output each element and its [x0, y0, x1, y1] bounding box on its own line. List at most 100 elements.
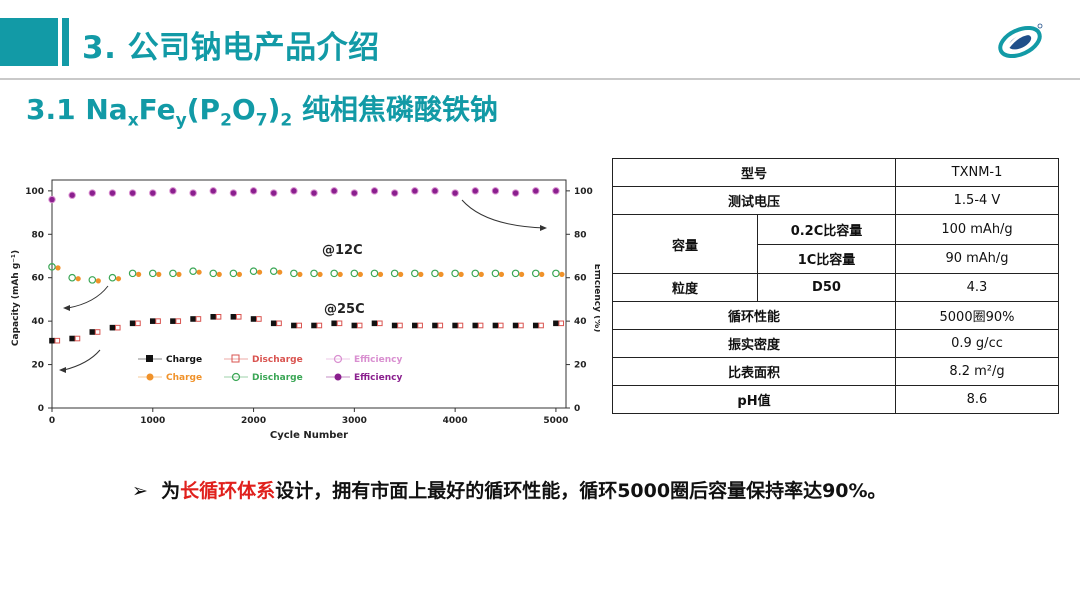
efficiency-point [229, 189, 238, 197]
charge-12c-point [458, 271, 464, 277]
table-row: 测试电压 1.5-4 V [612, 186, 1059, 215]
charge-12c-point [256, 269, 263, 275]
charge-25c-point [512, 322, 519, 329]
y-tick-label-right: 20 [574, 361, 587, 371]
discharge-25c-point [195, 316, 202, 322]
charge-12c-point [377, 271, 384, 277]
table-row: pH值 8.6 [612, 385, 1059, 414]
charge-25c-point [230, 314, 237, 320]
discharge-25c-point [477, 322, 484, 329]
charge-25c-point [149, 318, 156, 324]
subtitle-sub-x: x [127, 110, 139, 131]
discharge-25c-point [336, 320, 343, 327]
x-tick-label: 3000 [342, 416, 367, 426]
charge-12c-point [55, 265, 61, 271]
efficiency-point [511, 189, 520, 197]
efficiency-point [390, 189, 399, 197]
x-tick-label: 5000 [543, 416, 568, 426]
charge-25c-point [109, 324, 116, 331]
y-tick-label-left: 80 [31, 230, 44, 240]
table-value: 90 mAh/g [895, 243, 1059, 274]
legend-label: Discharge [252, 355, 303, 365]
discharge-25c-point [356, 322, 363, 329]
table-value: TXNM-1 [895, 158, 1059, 187]
legend-label: Charge [166, 355, 202, 365]
discharge-25c-point [417, 322, 423, 329]
discharge-12c-point [471, 269, 480, 278]
y-axis-left-label: Capacity (mAh g⁻¹) [11, 250, 21, 346]
efficiency-axis-arrow [461, 199, 546, 229]
capacity-12c-arrowhead [63, 305, 70, 311]
charge-12c-point [317, 271, 323, 277]
efficiency-point [330, 187, 338, 195]
discharge-25c-point [135, 320, 141, 327]
charge-12c-point [398, 271, 404, 277]
efficiency-point [189, 189, 197, 197]
charge-12c-point [337, 271, 343, 277]
efficiency-point [68, 191, 76, 199]
discharge-25c-point [54, 337, 61, 344]
subtitle-close: ) [267, 93, 281, 126]
discharge-25c-point [457, 322, 464, 329]
charge-25c-point [69, 335, 75, 342]
charge-25c-point [270, 320, 277, 327]
charge-25c-point [190, 316, 196, 322]
bullet-text-pre: 为 [161, 480, 181, 502]
discharge-12c-point [169, 269, 177, 278]
efficiency-point [451, 189, 459, 197]
chart-frame [51, 179, 567, 409]
charge-12c-point [478, 271, 484, 277]
table-row: 粒度 D50 4.3 [612, 273, 1059, 302]
efficiency-point [431, 187, 439, 195]
charge-25c-point [250, 316, 257, 322]
efficiency-point [552, 187, 560, 195]
subtitle-sub-y: y [175, 110, 187, 131]
efficiency-point [370, 187, 379, 195]
subtitle-suffix: 纯相焦磷酸铁钠 [292, 93, 498, 126]
discharge-12c-point [108, 273, 117, 282]
charge-12c-point [519, 271, 525, 277]
title-accent-stripe [62, 18, 69, 66]
bullet-text-post: 设计，拥有市面上最好的循环性能，循环5000圈后容量保持率达90%。 [275, 480, 887, 502]
y-tick-label-left: 100 [25, 187, 44, 197]
table-row: 1C比容量 90 mAh/g [613, 243, 1059, 274]
y-tick-label-right: 100 [574, 187, 593, 197]
x-tick-label: 0 [49, 416, 55, 426]
capacity-25c-arrowhead [59, 367, 66, 373]
charge-12c-point [539, 271, 545, 277]
charge-12c-point [75, 276, 81, 282]
efficiency-point [88, 189, 97, 197]
table-sublabel: 0.2C比容量 [757, 214, 896, 245]
table-label: 型号 [612, 158, 896, 187]
table-label: pH值 [612, 385, 896, 414]
discharge-12c-point [451, 269, 459, 278]
table-sublabel: D50 [757, 273, 896, 302]
efficiency-point [48, 195, 56, 204]
discharge-25c-point [558, 320, 565, 327]
table-value: 8.6 [895, 385, 1059, 414]
charge-25c-point [170, 318, 176, 324]
discharge-12c-point [350, 269, 359, 278]
efficiency-arrowhead [540, 225, 547, 231]
discharge-12c-point [511, 269, 520, 278]
discharge-12c-point [249, 267, 258, 276]
discharge-25c-point [276, 320, 282, 327]
charge-25c-point [452, 322, 458, 329]
x-axis-label: Cycle Number [270, 430, 348, 441]
charge-25c-point [351, 322, 358, 329]
efficiency-point [209, 187, 217, 195]
discharge-25c-point [94, 329, 101, 335]
table-value: 0.9 g/cc [895, 329, 1059, 358]
bullet-arrow-icon: ➢ [132, 480, 148, 502]
charge-25c-point [371, 320, 378, 327]
discharge-12c-point [229, 269, 238, 278]
discharge-25c-point [114, 324, 121, 331]
cycling-chart: Capacity (mAh g⁻¹) Efficiency (%) Cycle … [11, 179, 600, 441]
efficiency-point [249, 187, 258, 195]
legend-marker [231, 354, 240, 363]
discharge-12c-point [370, 269, 379, 278]
legend-label: Efficiency [354, 373, 402, 383]
charge-12c-point [216, 271, 222, 277]
capacity-12c-arrow [67, 285, 109, 309]
discharge-12c-point [128, 269, 137, 278]
